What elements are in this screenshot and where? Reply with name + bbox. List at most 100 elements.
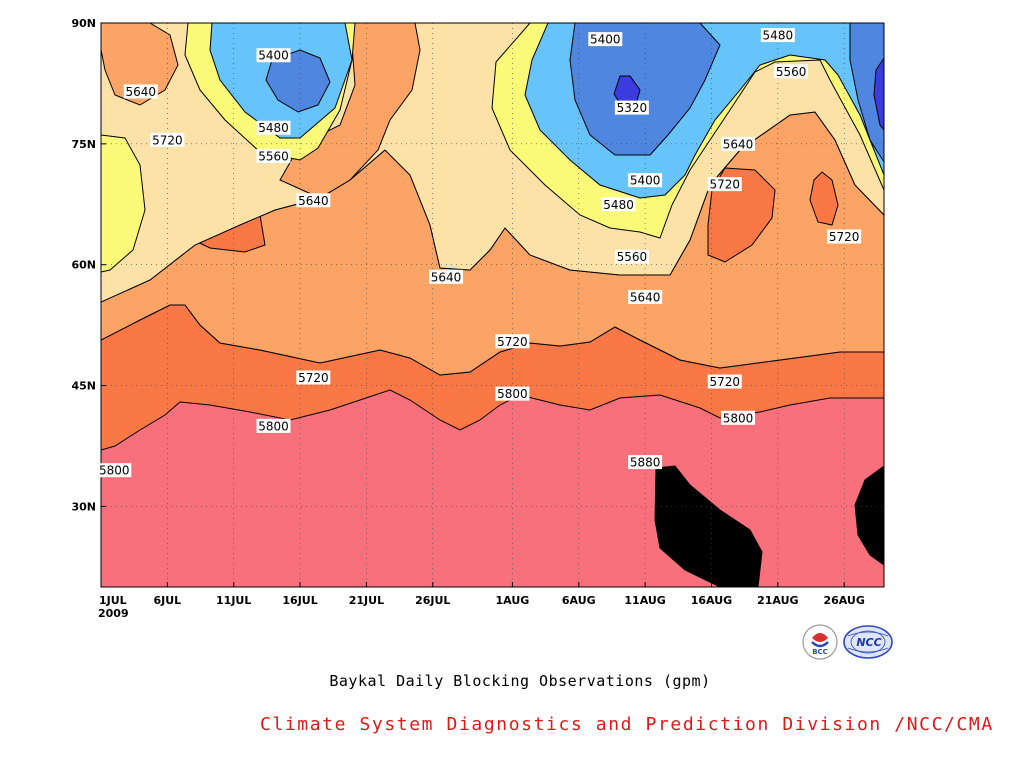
contour-label-box: [774, 64, 809, 79]
contour-label: 5800: [495, 386, 530, 401]
contour-label-box: [628, 173, 663, 188]
contour-label-text: 5800: [723, 411, 754, 425]
contour-label-text: 5640: [298, 194, 329, 208]
contour-label: 5640: [628, 289, 663, 304]
contour-region: [849, 23, 884, 163]
contour-label-box: [429, 269, 464, 284]
contour-label-box: [150, 132, 185, 147]
contour-label-box: [256, 48, 291, 63]
x-tick-label: 16AUG: [691, 594, 732, 607]
bcc-logo: BCC: [802, 624, 838, 660]
contour-label: 5400: [256, 48, 291, 63]
contour-region: [873, 57, 884, 131]
contour-label: 5560: [774, 64, 809, 79]
contour-label: 5560: [614, 249, 649, 264]
contour-label: 5720: [827, 229, 862, 244]
contour-label-box: [256, 148, 291, 163]
contour-label: 5800: [721, 410, 756, 425]
contour-label-text: 5560: [258, 149, 289, 163]
y-tick-label: 75N: [71, 138, 96, 151]
contour-label-box: [495, 334, 530, 349]
contour-label: 5400: [628, 173, 663, 188]
credit-line: Climate System Diagnostics and Predictio…: [260, 714, 994, 735]
contour-region: [265, 49, 331, 113]
contour-label: 5640: [429, 269, 464, 284]
contour-label-text: 5800: [99, 464, 130, 478]
x-tick-label: 26JUL: [415, 594, 450, 607]
y-tick-label: 30N: [71, 500, 96, 513]
contour-label-box: [123, 84, 158, 99]
y-tick-label: 90N: [71, 17, 96, 30]
contour-label-text: 5480: [763, 29, 794, 43]
contour-label: 5320: [614, 100, 649, 115]
ncc-logo: NCC: [843, 625, 893, 659]
contour-label-text: 5400: [590, 33, 621, 47]
contour-label-text: 5640: [630, 290, 661, 304]
x-tick-label: 1JUL: [99, 594, 127, 607]
contour-label-box: [296, 193, 331, 208]
contour-label-box: [296, 370, 331, 385]
contour-label-text: 5720: [497, 335, 528, 349]
contour-label: 5720: [707, 177, 742, 192]
contour-region: [569, 23, 721, 156]
contour-label-text: 5720: [709, 178, 740, 192]
contour-region: [101, 389, 884, 587]
y-tick-label: 45N: [71, 380, 96, 393]
contour-label: 5640: [721, 136, 756, 151]
contour-label-text: 5640: [431, 270, 462, 284]
contour-label: 5720: [150, 132, 185, 147]
contour-label-text: 5800: [258, 419, 289, 433]
contour-label-text: 5720: [298, 371, 329, 385]
contour-label-text: 5720: [709, 375, 740, 389]
contour-label-box: [721, 136, 756, 151]
x-tick-label: 26AUG: [823, 594, 864, 607]
chart-title: Baykal Daily Blocking Observations (gpm): [329, 672, 711, 690]
contour-label-text: 5560: [776, 65, 807, 79]
contour-label-text: 5480: [258, 121, 289, 135]
contour-label-text: 5720: [829, 230, 860, 244]
contour-region: [279, 23, 421, 199]
contour-label-box: [827, 229, 862, 244]
contour-label-text: 5640: [723, 137, 754, 151]
contour-label: 5560: [256, 148, 291, 163]
contour-label-box: [760, 28, 795, 43]
contour-label: 5800: [256, 418, 291, 433]
contour-label-text: 5560: [617, 250, 648, 264]
contour-label-box: [601, 197, 636, 212]
contour-region: [809, 171, 839, 226]
x-tick-label: 21JUL: [349, 594, 384, 607]
contour-label-box: [707, 177, 742, 192]
contour-label: 5720: [296, 370, 331, 385]
x-tick-label: 6JUL: [154, 594, 182, 607]
contour-label-box: [614, 100, 649, 115]
x-tick-label: 21AUG: [757, 594, 798, 607]
contour-region: [101, 134, 146, 273]
contour-label-text: 5640: [126, 85, 157, 99]
contour-label-box: [628, 289, 663, 304]
contour-label-box: [721, 410, 756, 425]
contour-label-box: [256, 418, 291, 433]
contour-label-box: [614, 249, 649, 264]
contour-label: 5720: [707, 374, 742, 389]
contour-label: 5400: [588, 32, 623, 47]
contour-label-text: 5400: [258, 49, 289, 63]
x-tick-label: 1AUG: [496, 594, 530, 607]
contour-label-text: 5400: [630, 174, 661, 188]
x-tick-label: 11AUG: [624, 594, 665, 607]
agency-logos: BCC NCC: [800, 622, 896, 662]
contour-label-box: [256, 120, 291, 135]
contour-label-box: [628, 455, 663, 470]
contour-label: 5480: [601, 197, 636, 212]
y-tick-label: 60N: [71, 259, 96, 272]
contour-label: 5720: [495, 334, 530, 349]
contour-label-text: 5320: [617, 101, 648, 115]
contour-label: 5480: [760, 28, 795, 43]
contour-fills: [101, 23, 884, 587]
bcc-logo-text: BCC: [812, 648, 828, 656]
plot-frame: [100, 22, 885, 588]
contour-label: 5800: [97, 463, 132, 478]
x-tick-label: 16JUL: [282, 594, 317, 607]
x-year-label: 2009: [98, 607, 129, 620]
contour-label: 5640: [123, 84, 158, 99]
